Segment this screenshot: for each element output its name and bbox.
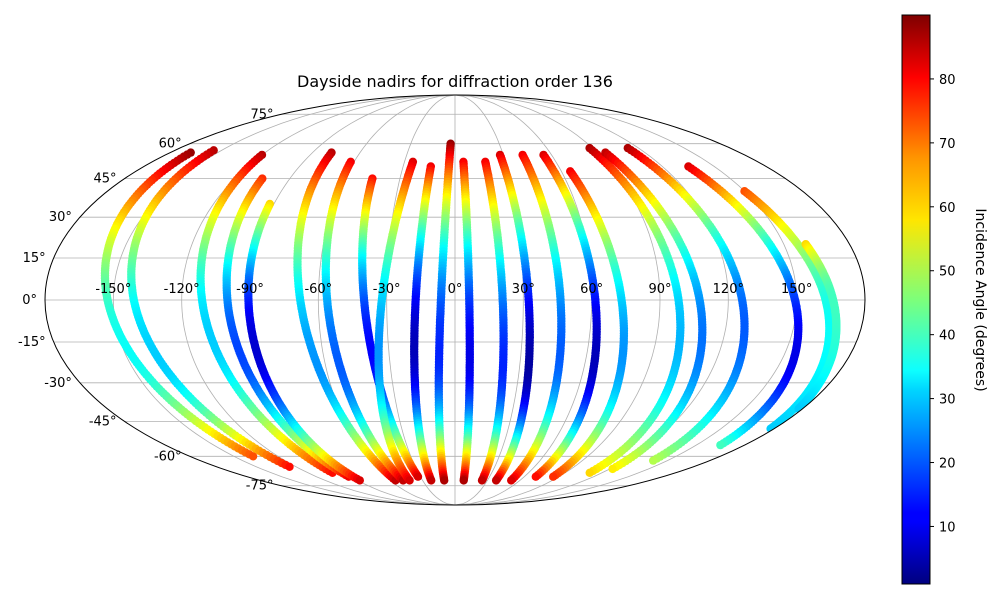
- longitude-tick-label: -150°: [95, 282, 131, 297]
- nadir-point: [248, 452, 258, 461]
- latitude-tick-label: 75°: [250, 107, 273, 122]
- longitude-tick-label: 150°: [781, 282, 812, 297]
- nadir-point: [491, 476, 501, 485]
- colorbar-tick-label: 40: [939, 329, 956, 344]
- colorbar-tick-label: 70: [939, 137, 956, 152]
- nadir-point: [440, 476, 449, 485]
- longitude-tick-label: 30°: [512, 282, 535, 297]
- nadir-point: [549, 472, 558, 481]
- nadir-point: [531, 472, 540, 481]
- colorbar-tick-label: 50: [939, 265, 956, 280]
- nadir-point: [285, 462, 294, 471]
- longitude-tick-label: 90°: [648, 282, 671, 297]
- latitude-tick-label: -30°: [44, 376, 72, 391]
- latitude-tick-label: -75°: [246, 479, 274, 494]
- longitude-tick-label: 60°: [580, 282, 603, 297]
- nadir-point: [355, 476, 364, 485]
- longitude-tick-label: -60°: [304, 282, 332, 297]
- longitude-tick-label: 120°: [713, 282, 744, 297]
- latitude-tick-label: 60°: [159, 137, 182, 152]
- colorbar-tick-label: 60: [939, 201, 956, 216]
- nadir-point: [608, 464, 617, 474]
- nadir-point: [649, 456, 658, 465]
- colorbar: 10 20 30 40 50 60 70 80 Incidence Angle (degree…: [901, 14, 988, 585]
- colorbar-tick-label: 20: [939, 457, 956, 472]
- longitude-tick-label: -90°: [236, 282, 264, 297]
- latitude-tick-label: 45°: [94, 172, 117, 187]
- colorbar-ticks: 10 20 30 40 50 60 70 80: [930, 73, 956, 535]
- nadir-point: [477, 476, 487, 485]
- longitude-tick-label: -120°: [164, 282, 200, 297]
- nadir-point: [585, 468, 594, 477]
- nadir-point: [459, 476, 468, 485]
- latitude-tick-label: -15°: [18, 335, 46, 350]
- nadir-point: [405, 476, 414, 485]
- latitude-tick-label: 0°: [22, 293, 37, 308]
- nadir-point: [427, 476, 436, 485]
- latitude-tick-label: 30°: [49, 210, 72, 225]
- nadir-point: [716, 440, 725, 450]
- nadir-point: [507, 476, 516, 485]
- longitude-tick-label: 0°: [448, 282, 463, 297]
- latitude-tick-label: -45°: [89, 414, 117, 429]
- nadir-points: [100, 139, 841, 485]
- colorbar-label: Incidence Angle (degrees): [972, 208, 988, 391]
- nadir-point: [413, 472, 423, 481]
- colorbar-tick-label: 10: [939, 520, 956, 535]
- latitude-tick-label: 15°: [23, 251, 46, 266]
- chart-title: Dayside nadirs for diffraction order 136: [297, 72, 613, 91]
- latitude-tick-label: -60°: [154, 449, 182, 464]
- longitude-tick-label: -30°: [373, 282, 401, 297]
- colorbar-gradient: [901, 14, 931, 585]
- colorbar-tick-label: 30: [939, 393, 956, 408]
- colorbar-tick-label: 80: [939, 73, 956, 88]
